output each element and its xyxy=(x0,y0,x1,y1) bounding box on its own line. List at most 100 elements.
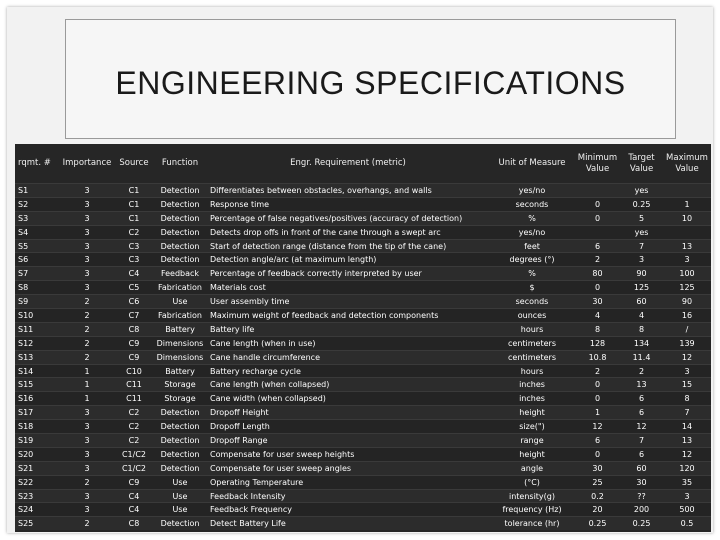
cell-rqmt: S4 xyxy=(15,224,59,240)
cell-rqmt: S21 xyxy=(15,460,59,476)
cell-target: 3 xyxy=(620,252,663,267)
cell-requirement: Dropoff Range xyxy=(207,433,489,448)
cell-min xyxy=(575,183,620,198)
header-requirement: Engr. Requirement (metric) xyxy=(207,144,489,184)
cell-source: C1 xyxy=(115,196,153,212)
cell-unit: seconds xyxy=(489,294,575,309)
cell-rqmt: S14 xyxy=(15,363,59,378)
cell-target: 134 xyxy=(620,335,663,351)
table-row: S16 1 C11 Storage Cane width (when collapsed… xyxy=(15,391,711,406)
cell-max: 12 xyxy=(663,349,711,365)
cell-requirement: Cane length (when collapsed) xyxy=(207,377,489,392)
table-row: S10 2 C7 Fabrication Maximum weight of feedb… xyxy=(15,308,711,323)
cell-max: 90 xyxy=(663,294,711,309)
cell-requirement: Battery life xyxy=(207,321,489,337)
cell-unit: ounces xyxy=(489,308,575,323)
cell-function: Fabrication xyxy=(153,280,207,295)
cell-min: 2 xyxy=(575,252,620,267)
cell-target: 90 xyxy=(620,266,663,281)
cell-source: C1 xyxy=(115,210,153,226)
cell-target: 7 xyxy=(620,238,663,253)
cell-target: 13 xyxy=(620,377,663,392)
cell-target: 5 xyxy=(620,210,663,226)
cell-importance: 2 xyxy=(59,308,115,323)
cell-requirement: Maximum weight of feedback and detection… xyxy=(207,308,489,323)
cell-requirement: Feedback Intensity xyxy=(207,488,489,503)
cell-source: C2 xyxy=(115,419,153,434)
cell-function: Dimensions xyxy=(153,349,207,365)
header-unit: Unit of Measure xyxy=(489,144,575,184)
cell-min: 1 xyxy=(575,405,620,420)
cell-unit: height xyxy=(489,405,575,420)
cell-requirement: Percentage of feedback correctly interpr… xyxy=(207,266,489,281)
cell-rqmt: S13 xyxy=(15,349,59,365)
cell-min: 4 xyxy=(575,308,620,323)
header-rqmt: rqmt. # xyxy=(15,144,59,184)
table-row: S18 3 C2 Detection Dropoff Length size(") 12 12… xyxy=(15,419,711,434)
cell-min: 10.8 xyxy=(575,349,620,365)
cell-function: Feedback xyxy=(153,266,207,281)
table-row: S21 3 C1/C2 Detection Compensate for user sw… xyxy=(15,460,711,476)
cell-source: C4 xyxy=(115,502,153,517)
cell-target: 6 xyxy=(620,446,663,462)
cell-function: Detection xyxy=(153,224,207,240)
cell-rqmt: S5 xyxy=(15,238,59,253)
cell-rqmt: S7 xyxy=(15,266,59,281)
cell-min: 30 xyxy=(575,460,620,476)
cell-rqmt: S9 xyxy=(15,294,59,309)
cell-importance: 3 xyxy=(59,405,115,420)
cell-min: 30 xyxy=(575,294,620,309)
header-source: Source xyxy=(115,144,153,184)
specifications-table-container: rqmt. # Importance Source Function Engr.… xyxy=(15,144,711,532)
table-row: S25 2 C8 Detection Detect Battery Life tolera… xyxy=(15,516,711,531)
cell-importance: 3 xyxy=(59,419,115,434)
cell-rqmt: S2 xyxy=(15,196,59,212)
cell-target: 125 xyxy=(620,280,663,295)
cell-min: 8 xyxy=(575,321,620,337)
cell-importance: 2 xyxy=(59,335,115,351)
header-min: Minimum Value xyxy=(575,144,620,184)
cell-rqmt: S22 xyxy=(15,474,59,490)
table-row: S7 3 C4 Feedback Percentage of feedback corr… xyxy=(15,266,711,281)
cell-source: C9 xyxy=(115,474,153,490)
cell-max: 1 xyxy=(663,196,711,212)
cell-function: Detection xyxy=(153,405,207,420)
cell-rqmt: S23 xyxy=(15,488,59,503)
cell-max: 139 xyxy=(663,335,711,351)
cell-unit: frequency (Hz) xyxy=(489,502,575,517)
cell-function: Use xyxy=(153,502,207,517)
cell-rqmt: S19 xyxy=(15,433,59,448)
cell-min: 0.2 xyxy=(575,488,620,503)
cell-target: 11.4 xyxy=(620,349,663,365)
cell-function: Detection xyxy=(153,252,207,267)
table-row: S19 3 C2 Detection Dropoff Range range 6 7 13 xyxy=(15,433,711,448)
cell-rqmt: S12 xyxy=(15,335,59,351)
cell-source: C10 xyxy=(115,363,153,378)
cell-unit: intensity(g) xyxy=(489,488,575,503)
cell-unit: hours xyxy=(489,363,575,378)
cell-max: 35 xyxy=(663,474,711,490)
cell-requirement: Cane width (when collapsed) xyxy=(207,391,489,406)
cell-target: 12 xyxy=(620,419,663,434)
cell-function: Detection xyxy=(153,446,207,462)
cell-function: Detection xyxy=(153,516,207,531)
cell-function: Detection xyxy=(153,210,207,226)
cell-max: 7 xyxy=(663,405,711,420)
cell-source: C5 xyxy=(115,280,153,295)
cell-min: 25 xyxy=(575,474,620,490)
cell-function: Detection xyxy=(153,460,207,476)
cell-importance: 3 xyxy=(59,183,115,198)
cell-target: 30 xyxy=(620,474,663,490)
table-row: S24 3 C4 Use Feedback Frequency frequency (Hz… xyxy=(15,502,711,517)
cell-target: 6 xyxy=(620,391,663,406)
table-row: S11 2 C8 Battery Battery life hours 8 8/ xyxy=(15,321,711,337)
cell-min: 0 xyxy=(575,446,620,462)
cell-requirement: Differentiates between obstacles, overha… xyxy=(207,183,489,198)
cell-target: yes xyxy=(620,183,663,198)
cell-rqmt: S3 xyxy=(15,210,59,226)
cell-unit: % xyxy=(489,210,575,226)
table-row: S8 3 C5 Fabrication Materials cost $0 125 125 xyxy=(15,280,711,295)
table-row: S5 3 C3 Detection Start of detection range (… xyxy=(15,238,711,253)
cell-unit: % xyxy=(489,266,575,281)
cell-rqmt: S11 xyxy=(15,321,59,337)
